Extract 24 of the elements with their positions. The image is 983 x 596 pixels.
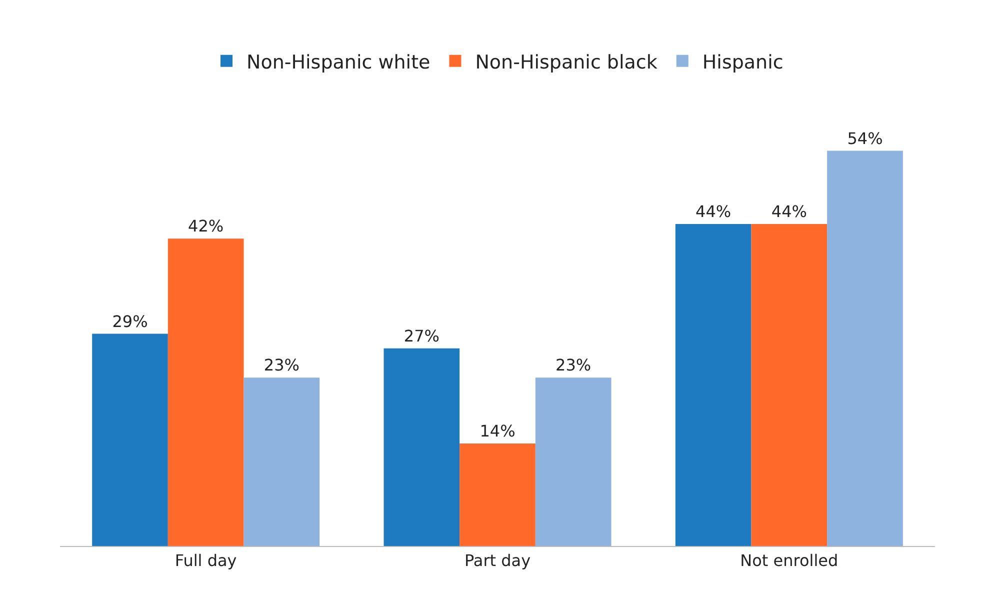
bar: [535, 378, 612, 546]
data-label: 27%: [404, 326, 440, 346]
x-tick-label: Full day: [174, 551, 237, 570]
legend-label: Non-Hispanic white: [246, 51, 430, 74]
bar: [244, 378, 320, 546]
bar: [827, 150, 903, 546]
data-label: 42%: [188, 216, 224, 236]
bar: [460, 444, 536, 546]
bar: [675, 224, 752, 546]
x-tick-label: Part day: [464, 551, 531, 570]
bar: [168, 238, 244, 546]
x-tick-label: Not enrolled: [740, 551, 838, 570]
legend-label: Non-Hispanic black: [475, 51, 658, 74]
data-label: 14%: [480, 422, 516, 441]
data-label: 29%: [112, 312, 148, 331]
legend-label: Hispanic: [702, 51, 784, 74]
data-label: 44%: [696, 202, 732, 221]
data-label: 23%: [556, 356, 592, 375]
data-label: 44%: [771, 202, 807, 221]
bar: [92, 334, 168, 546]
data-label: 23%: [264, 356, 300, 375]
data-label: 54%: [847, 128, 883, 148]
bar: [384, 348, 460, 546]
bar: [751, 224, 828, 546]
